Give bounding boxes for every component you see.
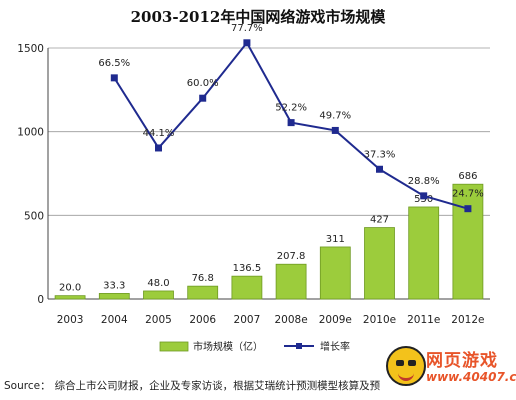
- line-point: [110, 74, 118, 82]
- source-label: Source：: [4, 380, 51, 392]
- line-data-label: 77.7%: [231, 23, 263, 34]
- mascot-icon: [386, 346, 426, 386]
- y-axis: 0 500 1000 1500: [17, 43, 49, 306]
- line-point: [420, 192, 428, 200]
- bar-data-label: 48.0: [147, 278, 169, 289]
- legend: 市场规模（亿） 增长率: [159, 340, 350, 353]
- bar: [54, 295, 86, 300]
- bar-data-label: 427: [370, 215, 389, 226]
- y-tick-label: 0: [37, 294, 44, 306]
- bar: [408, 206, 440, 300]
- x-tick-label: 2004: [101, 314, 128, 326]
- line-data-label: 49.7%: [319, 110, 351, 121]
- bar-data-label: 207.8: [277, 251, 306, 262]
- bar: [231, 275, 263, 300]
- line-point: [287, 119, 295, 127]
- bar-data-label: 686: [458, 171, 477, 182]
- watermark-url: www.40407.com: [426, 370, 516, 384]
- line-point: [243, 39, 251, 47]
- y-tick-label: 1500: [17, 43, 44, 55]
- bar: [275, 263, 307, 300]
- x-tick-label: 2006: [189, 314, 216, 326]
- bar: [98, 293, 130, 300]
- bar-data-label: 136.5: [233, 263, 262, 274]
- x-tick-label: 2012e: [451, 314, 484, 326]
- bar: [187, 285, 219, 300]
- legend-bar-label: 市场规模（亿）: [193, 340, 263, 353]
- line-data-label: 24.7%: [452, 189, 484, 200]
- x-tick-label: 2009e: [319, 314, 352, 326]
- source-text: 综合上市公司财报，企业及专家访谈，根据艾瑞统计预测模型核算及预: [54, 380, 381, 392]
- line-point: [331, 126, 339, 134]
- bar: [319, 246, 351, 300]
- chart-title: 2003-2012年中国网络游戏市场规模: [131, 8, 387, 26]
- bar-data-label: 311: [326, 234, 345, 245]
- bar-data-label: 33.3: [103, 280, 125, 291]
- bar: [364, 227, 395, 300]
- watermark-title: 网页游戏: [426, 351, 498, 371]
- bar-series: 20.0 33.3 48.0 76.8 136.5 207.8 311 427 550 686: [54, 171, 484, 300]
- y-tick-label: 500: [24, 210, 44, 222]
- line-point: [199, 94, 207, 102]
- x-tick-label: 2008e: [275, 314, 308, 326]
- line-point: [155, 144, 162, 152]
- source-note: Source： 综合上市公司财报，企业及专家访谈，根据艾瑞统计预测模型核算及预: [4, 378, 384, 394]
- y-tick-label: 1000: [17, 127, 44, 139]
- x-tick-label: 2010e: [363, 314, 396, 326]
- x-axis: 2003 2004 2005 2006 2007 2008e 2009e 2010e 2011e…: [57, 314, 485, 326]
- x-tick-label: 2005: [145, 314, 172, 326]
- line-data-label: 44.1%: [143, 128, 175, 139]
- line-data-label: 37.3%: [364, 149, 396, 160]
- bar: [143, 290, 174, 300]
- growth-line-series: 66.5% 44.1% 60.0% 77.7% 52.2% 49.7% 37.3% 28.8%…: [98, 23, 484, 213]
- line-data-label: 66.5%: [98, 58, 130, 69]
- x-tick-label: 2007: [234, 314, 261, 326]
- legend-line-label: 增长率: [320, 340, 350, 353]
- x-tick-label: 2003: [57, 314, 84, 326]
- site-watermark-logo: 网页游戏 www.40407.com: [384, 340, 516, 398]
- legend-line-marker: [296, 343, 302, 349]
- bar-data-label: 550: [414, 194, 433, 205]
- bar-data-label: 20.0: [59, 283, 81, 294]
- bar: [452, 183, 484, 300]
- line-point: [464, 205, 472, 213]
- line-point: [376, 165, 383, 173]
- line-data-label: 52.2%: [275, 103, 307, 114]
- legend-bar-swatch: [159, 341, 189, 352]
- line-data-label: 28.8%: [408, 176, 440, 187]
- bar-data-label: 76.8: [192, 273, 214, 284]
- x-tick-label: 2011e: [407, 314, 440, 326]
- line-data-label: 60.0%: [187, 78, 219, 89]
